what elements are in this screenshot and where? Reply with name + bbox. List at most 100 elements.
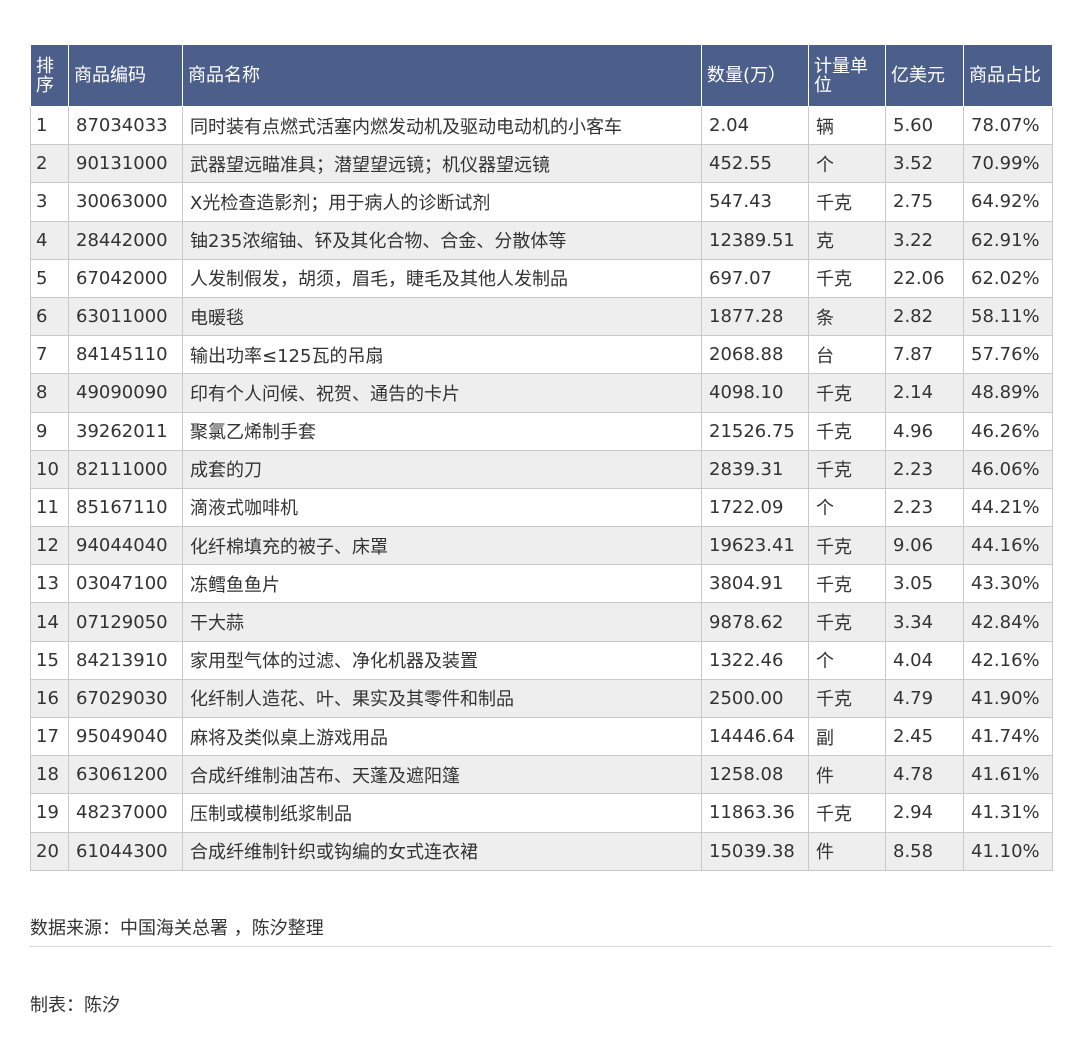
- unit-cell: 副: [808, 716, 886, 757]
- table-body: 1 87034033 同时装有点燃式活塞内燃发动机及驱动电动机的小客车 2.04 辆 5.…: [30, 105, 1053, 871]
- table-row: 1 87034033 同时装有点燃式活塞内燃发动机及驱动电动机的小客车 2.04 辆 5.…: [30, 105, 1053, 146]
- share-cell: 44.16%: [963, 526, 1053, 566]
- usd-cell: 7.87: [885, 335, 964, 375]
- quantity-cell: 4098.10: [701, 373, 809, 413]
- unit-cell: 个: [808, 487, 886, 528]
- table-row: 4 28442000 铀235浓缩铀、钚及其化合物、合金、分散体等 12389.51 克…: [30, 220, 1053, 260]
- code-cell: 84145110: [68, 335, 183, 375]
- header-share: 商品占比: [963, 44, 1053, 107]
- code-cell: 28442000: [68, 220, 183, 260]
- share-cell: 48.89%: [963, 373, 1053, 413]
- header-rank: 排序: [30, 44, 69, 107]
- rank-cell: 19: [30, 793, 69, 833]
- header-name: 商品名称: [182, 44, 702, 107]
- unit-cell: 千克: [808, 564, 886, 604]
- name-cell: 干大蒜: [182, 602, 702, 642]
- rank-cell: 18: [30, 755, 69, 795]
- quantity-cell: 2.04: [701, 105, 809, 146]
- header-usd: 亿美元: [885, 44, 964, 107]
- name-cell: 化纤制人造花、叶、果实及其零件和制品: [182, 678, 702, 719]
- rank-cell: 16: [30, 678, 69, 719]
- unit-cell: 个: [808, 640, 886, 680]
- share-cell: 46.26%: [963, 411, 1053, 451]
- unit-cell: 千克: [808, 373, 886, 413]
- share-cell: 41.10%: [963, 831, 1053, 871]
- unit-cell: 千克: [808, 258, 886, 298]
- rank-cell: 1: [30, 105, 69, 146]
- unit-cell: 千克: [808, 449, 886, 489]
- code-cell: 90131000: [68, 144, 183, 184]
- unit-cell: 千克: [808, 793, 886, 833]
- quantity-cell: 1877.28: [701, 296, 809, 337]
- rank-cell: 11: [30, 487, 69, 528]
- share-cell: 64.92%: [963, 182, 1053, 222]
- header-code: 商品编码: [68, 44, 183, 107]
- code-cell: 49090090: [68, 373, 183, 413]
- table-row: 20 61044300 合成纤维制针织或钩编的女式连衣裙 15039.38 件 8.58 4…: [30, 831, 1053, 871]
- rank-cell: 13: [30, 564, 69, 604]
- header-unit: 计量单位: [808, 44, 886, 107]
- unit-cell: 件: [808, 831, 886, 871]
- usd-cell: 4.04: [885, 640, 964, 680]
- code-cell: 94044040: [68, 526, 183, 566]
- usd-cell: 8.58: [885, 831, 964, 871]
- name-cell: 聚氯乙烯制手套: [182, 411, 702, 451]
- header-quantity: 数量(万）: [701, 44, 809, 107]
- code-cell: 61044300: [68, 831, 183, 871]
- code-cell: 95049040: [68, 716, 183, 757]
- footer-divider: [30, 946, 1052, 947]
- name-cell: 成套的刀: [182, 449, 702, 489]
- rank-cell: 10: [30, 449, 69, 489]
- code-cell: 85167110: [68, 487, 183, 528]
- rank-cell: 3: [30, 182, 69, 222]
- quantity-cell: 3804.91: [701, 564, 809, 604]
- usd-cell: 2.82: [885, 296, 964, 337]
- usd-cell: 9.06: [885, 526, 964, 566]
- table-row: 13 03047100 冻鳕鱼鱼片 3804.91 千克 3.05 43.30%: [30, 564, 1053, 604]
- quantity-cell: 2839.31: [701, 449, 809, 489]
- table-row: 15 84213910 家用型气体的过滤、净化机器及装置 1322.46 个 4.04 42…: [30, 640, 1053, 680]
- unit-cell: 辆: [808, 105, 886, 146]
- unit-cell: 台: [808, 335, 886, 375]
- usd-cell: 2.23: [885, 487, 964, 528]
- table-row: 19 48237000 压制或模制纸浆制品 11863.36 千克 2.94 41.31%: [30, 793, 1053, 833]
- table-row: 9 39262011 聚氯乙烯制手套 21526.75 千克 4.96 46.26%: [30, 411, 1053, 451]
- usd-cell: 5.60: [885, 105, 964, 146]
- quantity-cell: 452.55: [701, 144, 809, 184]
- unit-cell: 克: [808, 220, 886, 260]
- table-header-row: 排序 商品编码 商品名称 数量(万） 计量单位 亿美元 商品占比: [30, 44, 1053, 107]
- unit-cell: 千克: [808, 526, 886, 566]
- table-maker-note: 制表：陈汐: [30, 995, 120, 1016]
- commodity-ranking-table: 排序 商品编码 商品名称 数量(万） 计量单位 亿美元 商品占比 1 870340…: [30, 44, 1053, 871]
- table-row: 8 49090090 印有个人问候、祝贺、通告的卡片 4098.10 千克 2.14 48.…: [30, 373, 1053, 413]
- quantity-cell: 15039.38: [701, 831, 809, 871]
- usd-cell: 2.94: [885, 793, 964, 833]
- name-cell: 铀235浓缩铀、钚及其化合物、合金、分散体等: [182, 220, 702, 260]
- unit-cell: 千克: [808, 411, 886, 451]
- share-cell: 42.84%: [963, 602, 1053, 642]
- quantity-cell: 1322.46: [701, 640, 809, 680]
- share-cell: 70.99%: [963, 144, 1053, 184]
- unit-cell: 件: [808, 755, 886, 795]
- name-cell: 合成纤维制针织或钩编的女式连衣裙: [182, 831, 702, 871]
- name-cell: X光检查造影剂；用于病人的诊断试剂: [182, 182, 702, 222]
- quantity-cell: 2500.00: [701, 678, 809, 719]
- table-row: 2 90131000 武器望远瞄准具；潜望望远镜；机仪器望远镜 452.55 个 3.52…: [30, 144, 1053, 184]
- quantity-cell: 12389.51: [701, 220, 809, 260]
- rank-cell: 9: [30, 411, 69, 451]
- code-cell: 03047100: [68, 564, 183, 604]
- unit-cell: 千克: [808, 602, 886, 642]
- table-row: 6 63011000 电暖毯 1877.28 条 2.82 58.11%: [30, 296, 1053, 337]
- quantity-cell: 1258.08: [701, 755, 809, 795]
- unit-cell: 千克: [808, 678, 886, 719]
- name-cell: 压制或模制纸浆制品: [182, 793, 702, 833]
- quantity-cell: 697.07: [701, 258, 809, 298]
- name-cell: 冻鳕鱼鱼片: [182, 564, 702, 604]
- quantity-cell: 1722.09: [701, 487, 809, 528]
- table-row: 14 07129050 干大蒜 9878.62 千克 3.34 42.84%: [30, 602, 1053, 642]
- code-cell: 63061200: [68, 755, 183, 795]
- usd-cell: 3.22: [885, 220, 964, 260]
- name-cell: 合成纤维制油苫布、天蓬及遮阳篷: [182, 755, 702, 795]
- share-cell: 57.76%: [963, 335, 1053, 375]
